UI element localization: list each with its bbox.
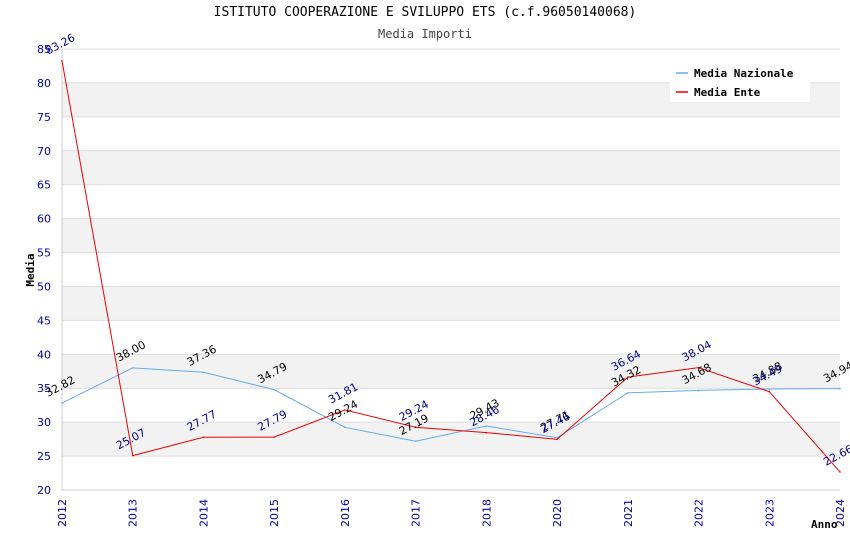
- data-point: [839, 387, 841, 390]
- x-tick-label: 2014: [197, 499, 210, 527]
- x-tick-label: 2021: [622, 499, 635, 527]
- data-point: [273, 388, 275, 391]
- x-tick-label: 2015: [268, 499, 281, 527]
- data-point: [556, 438, 558, 441]
- y-tick-label: 50: [37, 280, 51, 293]
- data-point: [768, 390, 771, 393]
- x-tick-label: 2012: [56, 499, 69, 527]
- legend-entry: Media Nazionale: [694, 67, 794, 80]
- x-tick-label: 2013: [127, 499, 140, 527]
- y-tick-label: 65: [37, 179, 51, 192]
- y-tick-label: 35: [37, 382, 51, 395]
- y-tick-label: 70: [37, 145, 51, 158]
- grid-lines: [61, 48, 840, 491]
- chart-title: ISTITUTO COOPERAZIONE E SVILUPPO ETS (c.…: [213, 5, 637, 20]
- data-point: [61, 60, 63, 62]
- grid-band: [62, 354, 840, 389]
- data-point: [627, 392, 629, 394]
- data-point: [344, 409, 346, 411]
- data-point: [61, 402, 63, 404]
- grid-band: [62, 422, 840, 457]
- grid-band: [62, 218, 840, 253]
- x-tick-label: 2018: [480, 499, 493, 527]
- series-line: [61, 367, 841, 442]
- data-point: [697, 389, 700, 392]
- x-tick-label: 2020: [551, 499, 564, 527]
- data-point: [131, 454, 134, 457]
- y-tick-label: 20: [37, 484, 51, 497]
- x-tick-label: 2017: [410, 499, 423, 527]
- x-axis-label: Anno: [811, 518, 838, 531]
- x-axis-ticks: 2012 2013 2014 2015 2016 2017 2018 2020 2021 2022…: [56, 499, 847, 527]
- y-axis-ticks: 20 25 30 35 40 45 50 55 60 65 70 75 80 85: [37, 43, 51, 497]
- grid-band: [62, 286, 840, 321]
- data-point: [485, 425, 488, 427]
- data-point: [202, 371, 205, 374]
- y-tick-label: 45: [37, 314, 51, 327]
- y-tick-label: 25: [37, 450, 51, 463]
- legend-entry: Media Ente: [694, 86, 761, 99]
- y-tick-label: 60: [37, 213, 51, 226]
- grid-band: [62, 150, 840, 185]
- data-point: [344, 426, 346, 429]
- data-point: [202, 436, 205, 439]
- y-axis-label: Media: [24, 253, 37, 286]
- series-line: [61, 60, 841, 473]
- y-tick-label: 85: [37, 43, 51, 56]
- y-tick-label: 40: [37, 348, 51, 361]
- x-tick-label: 2016: [339, 499, 352, 527]
- data-point: [627, 376, 629, 378]
- data-point: [414, 426, 417, 429]
- x-tick-label: 2022: [693, 499, 706, 527]
- y-tick-label: 55: [37, 247, 51, 260]
- data-label: 83.26: [43, 31, 77, 57]
- legend: Media Nazionale Media Ente: [670, 60, 810, 102]
- data-point: [556, 436, 558, 439]
- y-tick-label: 75: [37, 111, 51, 124]
- y-tick-label: 80: [37, 77, 51, 90]
- data-point: [768, 388, 771, 390]
- x-tick-label: 2024: [834, 499, 847, 527]
- data-point: [414, 440, 417, 443]
- data-point: [485, 431, 488, 434]
- y-tick-label: 30: [37, 416, 51, 429]
- x-tick-label: 2023: [763, 499, 776, 527]
- legend-box: [670, 60, 810, 102]
- data-label: 32.82: [43, 373, 77, 399]
- grid-bands: [62, 82, 840, 457]
- data-point: [697, 366, 700, 369]
- data-point: [273, 436, 275, 438]
- chart-subtitle: Media Importi: [378, 27, 472, 41]
- data-point: [131, 367, 134, 369]
- series-lines: [61, 60, 841, 473]
- data-point: [839, 471, 841, 473]
